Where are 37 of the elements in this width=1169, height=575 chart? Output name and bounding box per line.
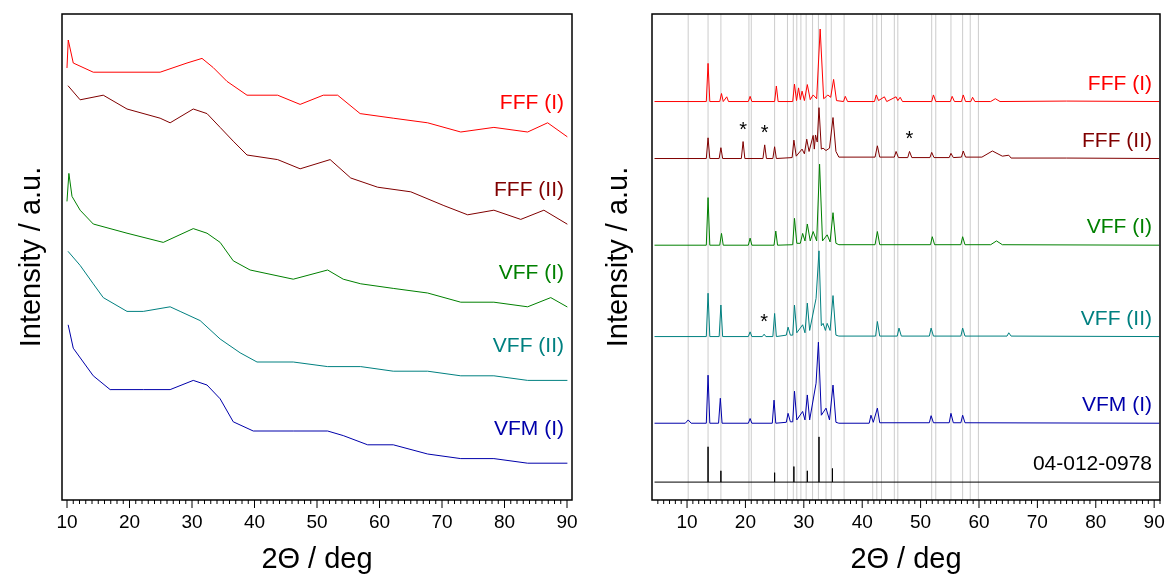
x-tick-label: 10 [676,511,698,532]
annotation: * [739,117,748,140]
series-label: FFF (II) [494,177,564,200]
x-tick-label: 90 [1143,511,1165,532]
y-axis-title: Intensity / a.u. [14,166,46,348]
series-label: VFF (I) [498,259,564,283]
y-axis-title: Intensity / a.u. [601,166,633,348]
series-label: VFF (II) [1080,305,1152,329]
x-tick-label: 40 [243,511,266,532]
x-tick-label: 80 [1085,511,1107,532]
x-tick-label: 10 [56,511,78,532]
x-tick-label: 80 [493,511,516,532]
x-tick-label: 70 [431,511,453,532]
annotation: * [760,120,769,143]
x-tick-label: 70 [1026,511,1048,532]
x-tick-label: 20 [734,511,756,532]
x-tick-label: 60 [968,511,990,532]
x-tick-label: 50 [910,511,932,532]
x-tick-label: 60 [368,511,391,532]
x-tick-label: 50 [306,511,328,532]
x-axis-title: 2Θ / deg [850,542,962,574]
series-label: 04-012-0978 [1032,451,1152,475]
series-label: FFF (II) [1082,127,1152,151]
annotation: * [760,310,769,333]
series-label: FFF (I) [499,89,564,113]
x-tick-label: 20 [118,511,141,532]
x-tick-label: 30 [793,511,815,532]
series-label: VFF (II) [492,333,564,357]
annotation: * [905,127,914,150]
series-label: VFM (I) [494,416,564,440]
x-axis-title: 2Θ / deg [261,542,373,574]
x-tick-label: 40 [851,511,873,532]
x-tick-label: 90 [556,511,578,532]
series-label: VFM (I) [1082,392,1152,416]
x-tick-label: 30 [181,511,203,532]
series-label: FFF (I) [1087,70,1152,94]
series-label: VFF (I) [1086,214,1152,238]
